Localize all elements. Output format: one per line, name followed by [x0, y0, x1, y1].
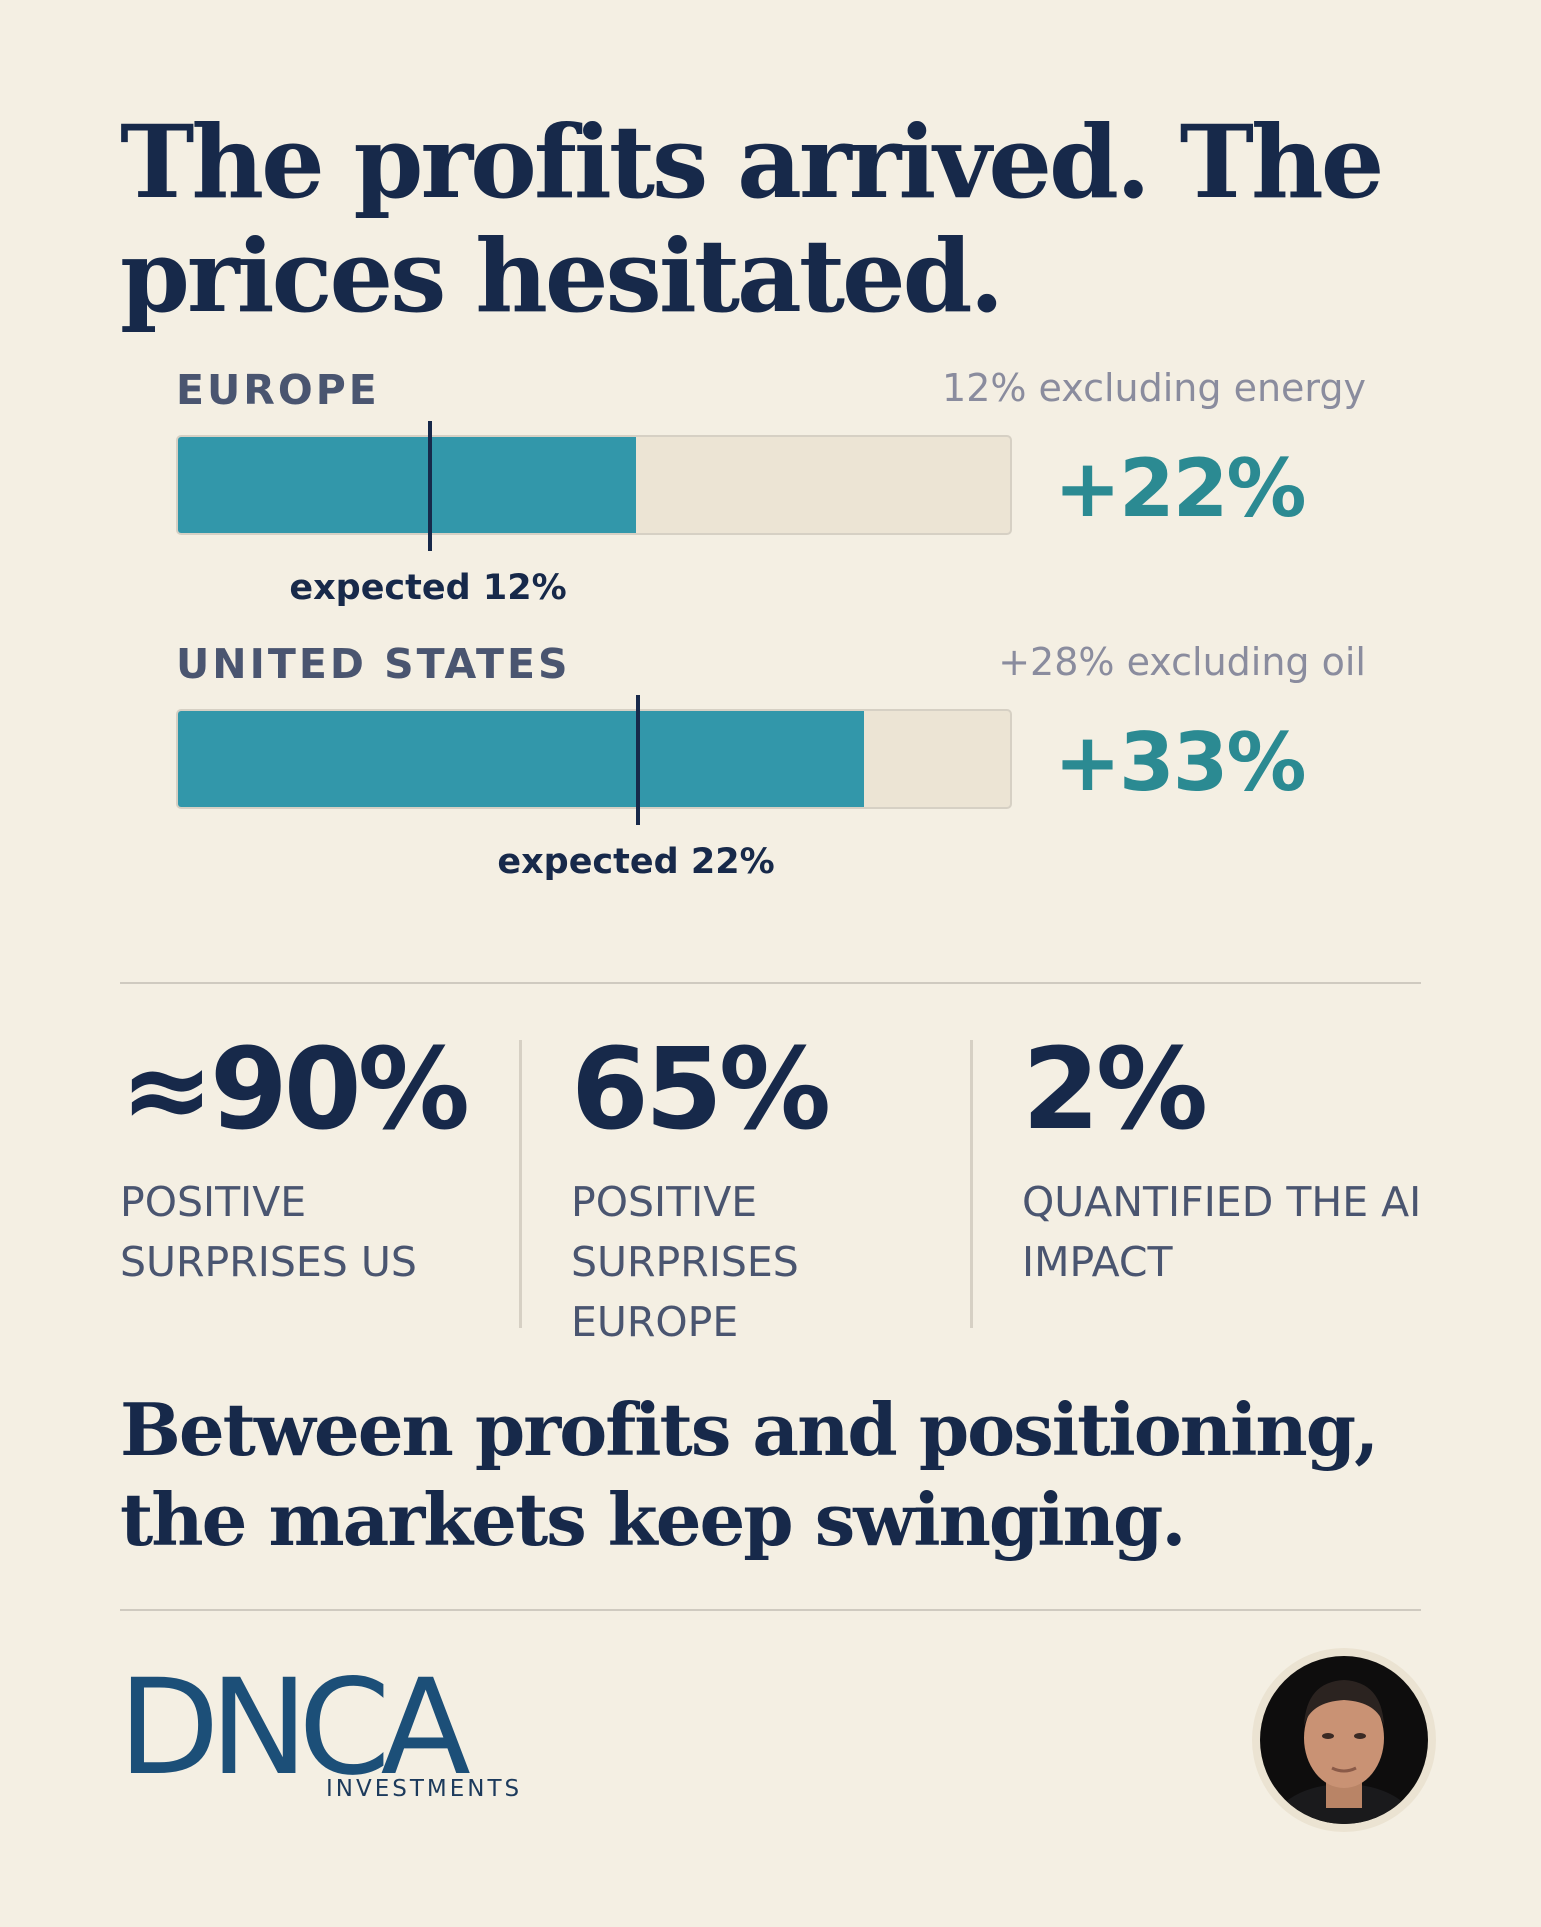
- stat-europe-surprises: 65% POSITIVE SURPRISES EUROPE: [571, 1030, 951, 1352]
- stat-label: QUANTIFIED THE AI IMPACT: [1022, 1178, 1422, 1286]
- region-label: EUROPE: [176, 366, 380, 414]
- region-note: +28% excluding oil: [998, 640, 1366, 684]
- stat-label: POSITIVE SURPRISES US: [120, 1178, 417, 1286]
- stat-ai-impact: 2% QUANTIFIED THE AI IMPACT: [1022, 1025, 1421, 1292]
- expected-marker: [636, 695, 640, 825]
- headline: The profits arrived. The prices hesitate…: [120, 103, 1384, 335]
- portrait-image: [1260, 1656, 1428, 1824]
- expected-label: expected 22%: [497, 842, 775, 882]
- logo-text: DNCA: [118, 1665, 471, 1805]
- region-europe: EUROPE 12% excluding energy +22% expecte…: [176, 366, 1366, 626]
- bar-actual: [178, 711, 864, 807]
- bar-track: [176, 695, 1012, 825]
- divider-top: [120, 982, 1421, 984]
- region-label: UNITED STATES: [176, 640, 571, 688]
- dnca-logo: DNCA: [118, 1665, 481, 1805]
- bar-value-label: +33%: [1054, 716, 1307, 809]
- logo-subtitle: INVESTMENTS: [326, 1776, 523, 1802]
- stat-value: 2%: [1022, 1025, 1208, 1155]
- bar-value-label: +22%: [1054, 442, 1307, 535]
- expected-label: expected 12%: [289, 568, 567, 608]
- stat-divider: [970, 1040, 973, 1328]
- stat-value: ≈90%: [120, 1025, 470, 1155]
- divider-bottom: [120, 1609, 1421, 1611]
- stat-value: 65%: [571, 1025, 831, 1155]
- portrait-avatar: [1252, 1648, 1436, 1832]
- bar-track: [176, 421, 1012, 551]
- stat-label: POSITIVE SURPRISES EUROPE: [571, 1178, 799, 1346]
- expected-marker: [428, 421, 432, 551]
- bar-actual: [178, 437, 636, 533]
- closing-statement: Between profits and positioning, the mar…: [120, 1387, 1379, 1562]
- stat-us-surprises: ≈90% POSITIVE SURPRISES US: [120, 1030, 500, 1292]
- stat-divider: [519, 1040, 522, 1328]
- region-united-states: UNITED STATES +28% excluding oil +33% ex…: [176, 640, 1366, 900]
- region-note: 12% excluding energy: [942, 366, 1366, 410]
